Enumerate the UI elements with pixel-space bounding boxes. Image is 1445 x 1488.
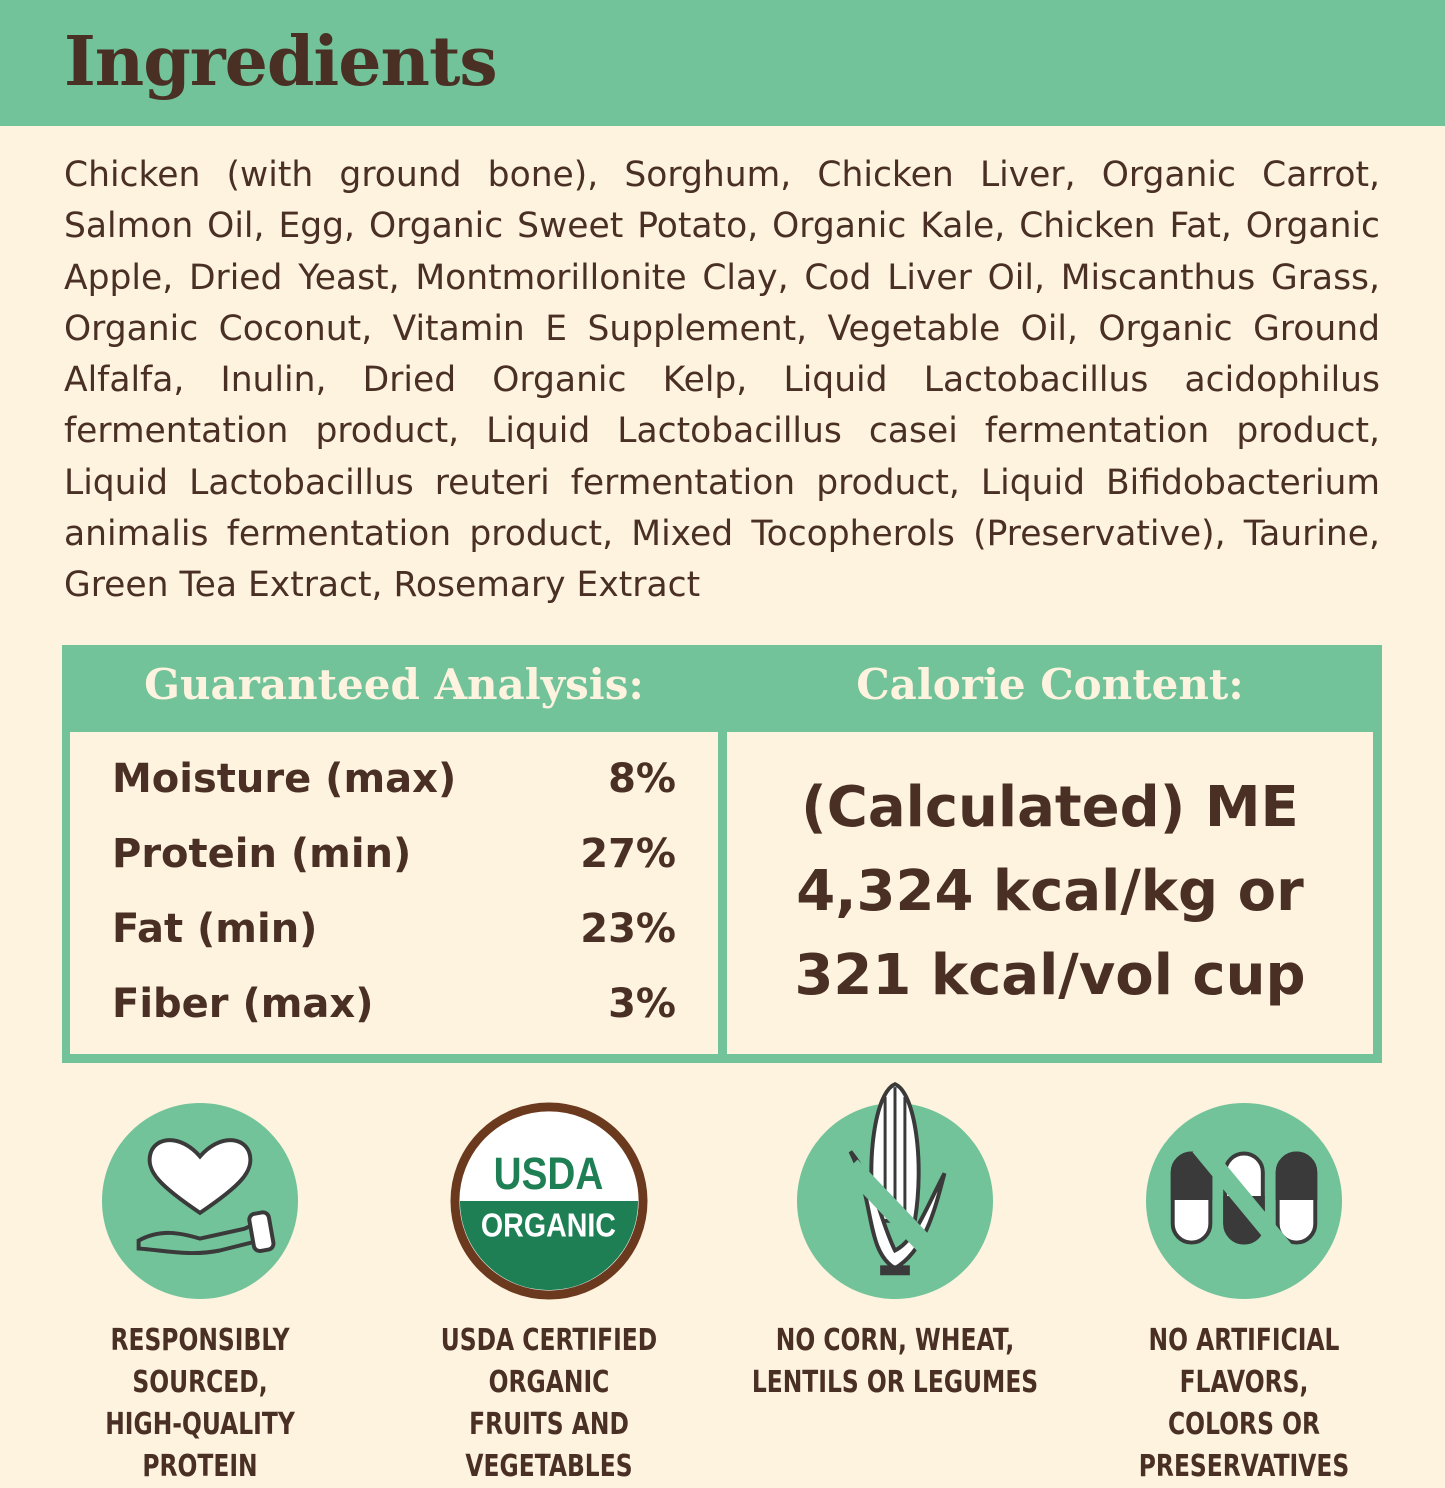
analysis-label: Moisture (max) — [112, 756, 457, 802]
analysis-label: Fat (min) — [112, 906, 318, 952]
analysis-value: 8% — [608, 756, 676, 802]
analysis-row: Moisture (max) 8% — [112, 756, 676, 802]
caption-line: FRUITS AND VEGETABLES — [465, 1407, 633, 1484]
caption-line: RESPONSIBLY SOURCED, — [110, 1323, 290, 1400]
no-corn-icon — [796, 1082, 994, 1300]
caption-line: COLORS OR PRESERVATIVES — [1138, 1407, 1350, 1484]
analysis-label: Fiber (max) — [112, 981, 374, 1027]
calorie-title: Calorie Content: — [856, 660, 1244, 709]
analysis-row: Protein (min) 27% — [112, 831, 676, 877]
badge-caption: NO ARTIFICIAL FLAVORS, COLORS OR PRESERVA… — [1088, 1320, 1400, 1488]
usda-organic-seal-icon: USDA ORGANIC — [450, 1102, 648, 1300]
analysis-row: Fiber (max) 3% — [112, 981, 676, 1027]
analysis-title: Guaranteed Analysis: — [144, 660, 644, 709]
analysis-label: Protein (min) — [112, 831, 412, 877]
caption-line: HIGH-QUALITY PROTEIN — [105, 1407, 295, 1484]
seal-text-bottom: ORGANIC — [481, 1206, 616, 1244]
analysis-value: 3% — [608, 981, 676, 1027]
caption-line: NO ARTIFICIAL FLAVORS, — [1148, 1323, 1340, 1400]
header-band — [0, 0, 1445, 126]
badge-caption: NO CORN, WHEAT, LENTILS OR LEGUMES — [739, 1320, 1051, 1404]
calorie-content: (Calculated) ME 4,324 kcal/kg or 321 kca… — [727, 766, 1373, 1018]
calorie-line: 321 kcal/vol cup — [794, 943, 1306, 1008]
caption-line: USDA CERTIFIED ORGANIC — [440, 1323, 658, 1400]
heart-hand-icon — [101, 1102, 299, 1300]
caption-line: NO CORN, WHEAT, — [775, 1323, 1015, 1358]
no-capsules-icon — [1145, 1102, 1343, 1300]
ingredients-text: Chicken (with ground bone), Sorghum, Chi… — [64, 155, 1380, 606]
calorie-line: 4,324 kcal/kg or — [796, 859, 1304, 924]
badge-caption: RESPONSIBLY SOURCED, HIGH-QUALITY PROTEIN — [44, 1320, 356, 1488]
calorie-line: (Calculated) ME — [801, 775, 1299, 840]
caption-line: LENTILS OR LEGUMES — [751, 1365, 1039, 1400]
analysis-value: 23% — [580, 906, 676, 952]
analysis-row: Fat (min) 23% — [112, 906, 676, 952]
badge-caption: USDA CERTIFIED ORGANIC FRUITS AND VEGETAB… — [393, 1320, 705, 1488]
page-title: Ingredients — [64, 22, 498, 102]
seal-text-top: USDA — [494, 1148, 604, 1199]
calorie-cell — [727, 732, 1373, 1054]
analysis-cell — [70, 732, 718, 1054]
analysis-value: 27% — [580, 831, 676, 877]
